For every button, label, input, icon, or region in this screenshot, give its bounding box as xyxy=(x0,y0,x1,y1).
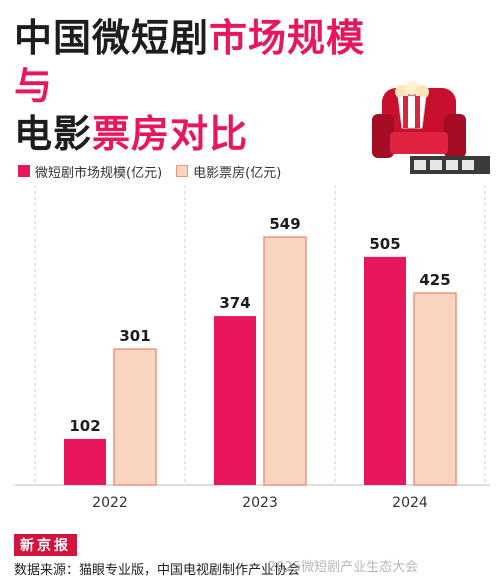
seat-cushion xyxy=(390,132,448,154)
legend-item-short-drama: 微短剧市场规模(亿元) xyxy=(18,162,162,181)
title-part-4: 票房对比 xyxy=(92,112,249,156)
legend-label-short-drama: 微短剧市场规模(亿元) xyxy=(35,165,163,181)
title-part-2: 市场规模与 xyxy=(14,16,366,108)
cinema-seat-illustration xyxy=(372,81,490,174)
x-tick-label-2023: 2023 xyxy=(242,495,278,511)
page-title: 中国微短剧市场规模与 电影票房对比 xyxy=(14,14,374,158)
film-frame xyxy=(414,160,426,170)
data-label-box-office-2022: 301 xyxy=(119,327,150,345)
x-tick-label-2022: 2022 xyxy=(92,495,128,511)
data-label-short-drama-2024: 505 xyxy=(369,235,400,253)
popcorn-box xyxy=(397,95,427,129)
x-tick-label-2024: 2024 xyxy=(392,495,428,511)
data-label-box-office-2023: 549 xyxy=(269,215,300,233)
film-frame xyxy=(446,160,458,170)
bar-short-drama-2022 xyxy=(64,438,106,485)
bar-box-office-2022 xyxy=(113,348,157,486)
film-frame xyxy=(430,160,442,170)
publisher-logo: 新京报 xyxy=(14,534,77,556)
chart-legend: 微短剧市场规模(亿元) 电影票房(亿元) xyxy=(18,159,281,183)
legend-swatch-box-office xyxy=(176,165,189,177)
bar-chart: 102 301 2022 374 549 2023 505 425 2024 xyxy=(15,185,490,511)
seat-arm-right xyxy=(444,114,466,158)
legend-swatch-short-drama xyxy=(18,165,30,177)
bar-box-office-2023 xyxy=(263,236,307,486)
bar-short-drama-2024 xyxy=(364,256,406,485)
data-label-box-office-2024: 425 xyxy=(419,271,450,289)
watermark: 2025微短剧产业生态大会 xyxy=(268,560,419,575)
source-note: 数据来源：猫眼专业版，中国电视剧制作产业协会 xyxy=(14,563,301,578)
source-block: 新京报 数据来源：猫眼专业版，中国电视剧制作产业协会 xyxy=(14,534,300,578)
seat-arm-left xyxy=(372,114,394,158)
legend-item-box-office: 电影票房(亿元) xyxy=(176,162,281,181)
title-part-3: 电影 xyxy=(14,112,93,156)
film-frame xyxy=(462,160,474,170)
legend-label-box-office: 电影票房(亿元) xyxy=(193,165,282,181)
data-label-short-drama-2023: 374 xyxy=(219,294,250,312)
popcorn-stripe xyxy=(403,96,408,128)
data-label-short-drama-2022: 102 xyxy=(69,417,100,435)
popcorn-stripe xyxy=(415,96,420,128)
bar-short-drama-2023 xyxy=(214,316,256,485)
title-part-1: 中国微短剧 xyxy=(14,16,210,60)
bar-box-office-2024 xyxy=(413,292,457,486)
